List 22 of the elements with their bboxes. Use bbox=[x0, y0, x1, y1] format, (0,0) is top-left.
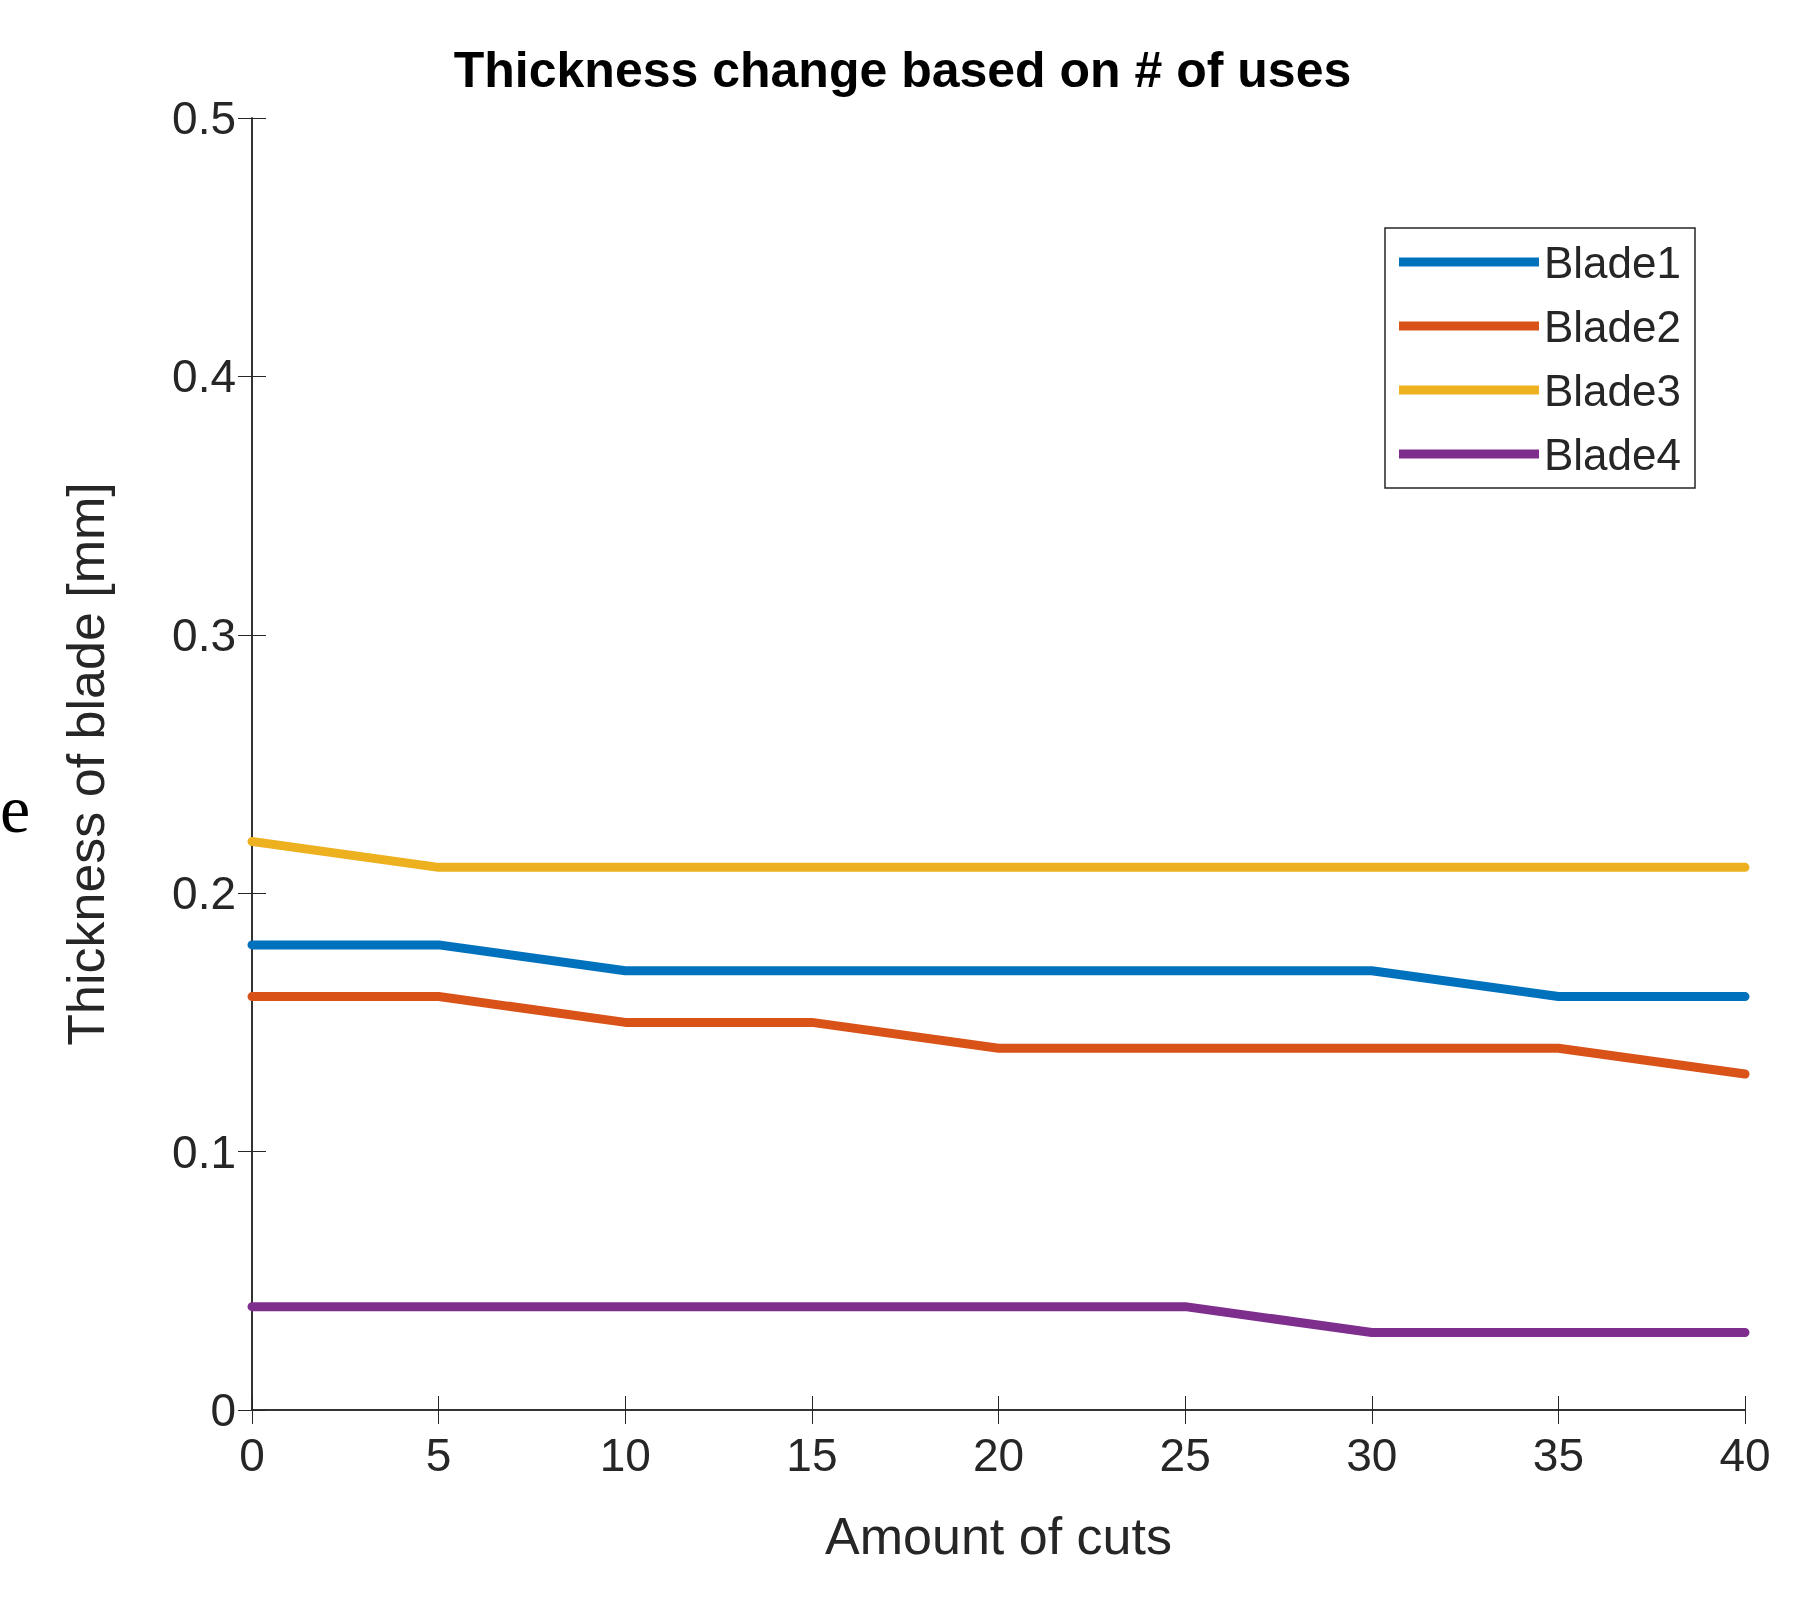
legend-label: Blade2 bbox=[1543, 301, 1682, 351]
x-tick-label: 40 bbox=[1719, 1429, 1771, 1481]
y-tick-label: 0.2 bbox=[172, 867, 236, 920]
text: e bbox=[0, 770, 31, 849]
x-tick-label: 10 bbox=[599, 1429, 651, 1481]
x-tick-label: 15 bbox=[786, 1429, 838, 1481]
x-tick-label: 30 bbox=[1346, 1429, 1398, 1481]
x-tick-label: 20 bbox=[972, 1429, 1025, 1481]
x-tick-label: 25 bbox=[1159, 1429, 1211, 1481]
y-tick-label: 0.5 bbox=[172, 92, 236, 144]
legend-label: Blade4 bbox=[1543, 429, 1682, 479]
legend-label: Blade1 bbox=[1543, 237, 1682, 287]
y-tick-label: 0 bbox=[210, 1384, 236, 1436]
y-axis-title: Thickness of blade [mm] bbox=[57, 482, 115, 1046]
chart-title: Thickness change based on # of uses bbox=[453, 42, 1352, 98]
legend-label: Blade3 bbox=[1543, 365, 1682, 415]
y-tick-label: 0.1 bbox=[172, 1125, 236, 1178]
x-tick-label: 35 bbox=[1532, 1429, 1584, 1481]
x-axis-title: Amount of cuts bbox=[825, 1507, 1172, 1565]
x-tick-label: 5 bbox=[425, 1429, 452, 1481]
y-tick-label: 0.4 bbox=[172, 350, 236, 403]
y-tick-label: 0.3 bbox=[172, 608, 236, 661]
